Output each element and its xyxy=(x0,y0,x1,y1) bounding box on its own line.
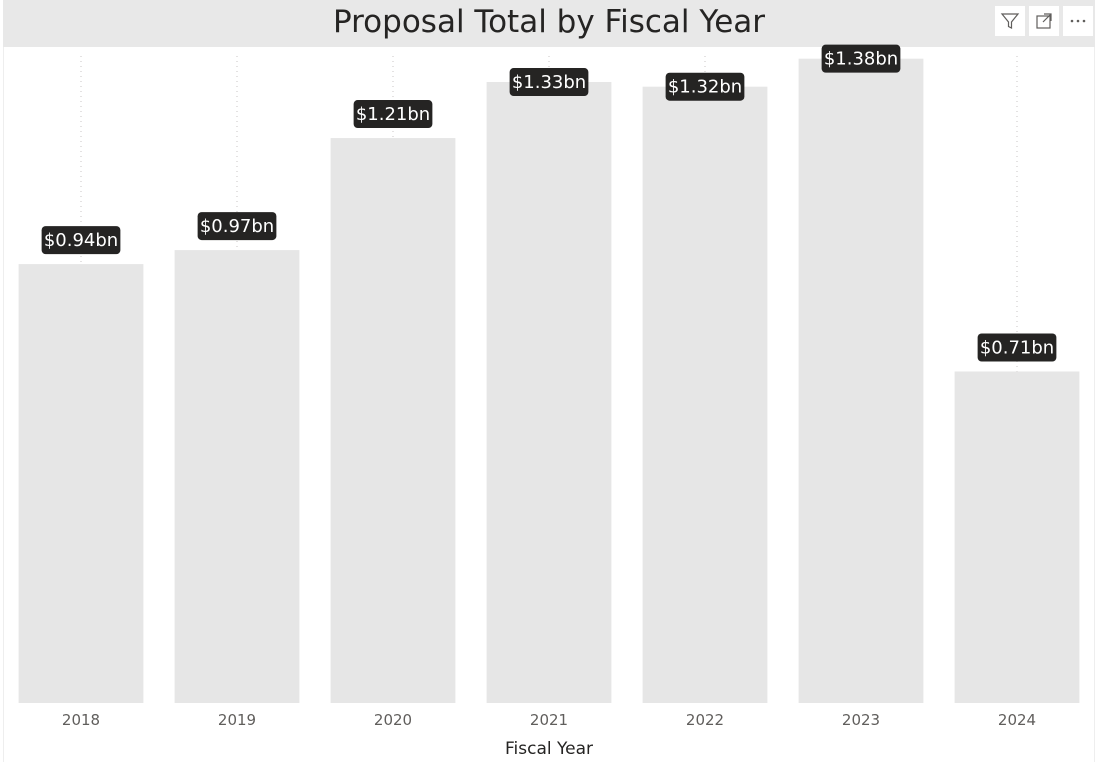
bar-2024[interactable] xyxy=(954,371,1080,704)
data-label-2022: $1.32bn xyxy=(665,72,745,101)
x-tick-label-2022: 2022 xyxy=(686,711,724,729)
focus-mode-icon[interactable] xyxy=(1029,6,1059,36)
x-tick-label-2021: 2021 xyxy=(530,711,568,729)
data-label-text: $0.94bn xyxy=(44,230,118,251)
bar-2020[interactable] xyxy=(330,138,456,703)
data-label-2024: $0.71bn xyxy=(977,333,1057,362)
data-label-background xyxy=(353,100,433,129)
data-label-2020: $1.21bn xyxy=(353,100,433,129)
more-options-icon[interactable] xyxy=(1063,6,1093,36)
data-label-text: $0.97bn xyxy=(200,216,274,237)
x-tick-label-2019: 2019 xyxy=(218,711,256,729)
x-axis-title: Fiscal Year xyxy=(505,739,593,759)
data-label-background xyxy=(665,72,745,101)
bar-2023[interactable] xyxy=(798,58,924,704)
x-tick-label-2023: 2023 xyxy=(842,711,880,729)
data-label-background xyxy=(197,212,277,241)
bar-2019[interactable] xyxy=(174,250,300,703)
data-label-2019: $0.97bn xyxy=(197,212,277,241)
chart-title: Proposal Total by Fiscal Year xyxy=(332,4,766,40)
data-label-background xyxy=(509,68,589,97)
bars xyxy=(18,58,1080,704)
data-label-text: $0.71bn xyxy=(980,338,1054,359)
data-label-text: $1.33bn xyxy=(512,72,586,93)
visual-header-icons xyxy=(995,6,1093,36)
data-label-background xyxy=(977,333,1057,362)
x-tick-label-2024: 2024 xyxy=(998,711,1036,729)
bar-2018[interactable] xyxy=(18,264,144,703)
bar-2021[interactable] xyxy=(486,82,612,704)
data-label-2023: $1.38bn xyxy=(821,44,901,73)
data-label-text: $1.21bn xyxy=(356,104,430,125)
chart-title-bar: Proposal Total by Fiscal Year xyxy=(3,0,1095,47)
data-label-background xyxy=(821,44,901,73)
data-label-background xyxy=(41,226,121,255)
data-label-2021: $1.33bn xyxy=(509,68,589,97)
bar-2022[interactable] xyxy=(642,86,768,704)
chart-visual-container xyxy=(3,0,1095,762)
data-label-text: $1.32bn xyxy=(668,77,742,98)
data-label-2018: $0.94bn xyxy=(41,226,121,255)
x-axis-ticks: 2018 2019 2020 2021 2022 2023 2024 xyxy=(62,711,1036,729)
data-label-text: $1.38bn xyxy=(824,49,898,70)
x-tick-label-2020: 2020 xyxy=(374,711,412,729)
filter-icon[interactable] xyxy=(995,6,1025,36)
data-labels: $0.94bn $0.97bn $1.21bn $1.33bn $1.32bn $1.38… xyxy=(41,44,1057,362)
x-tick-label-2018: 2018 xyxy=(62,711,100,729)
